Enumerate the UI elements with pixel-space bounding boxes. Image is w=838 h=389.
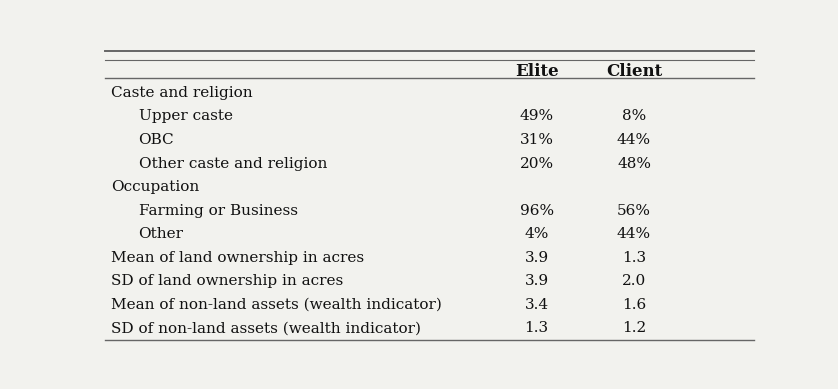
Text: 20%: 20% (520, 156, 554, 170)
Text: SD of non-land assets (wealth indicator): SD of non-land assets (wealth indicator) (111, 321, 422, 335)
Text: 44%: 44% (617, 227, 651, 241)
Text: 1.2: 1.2 (622, 321, 646, 335)
Text: 3.9: 3.9 (525, 251, 549, 265)
Text: 1.6: 1.6 (622, 298, 646, 312)
Text: 56%: 56% (617, 204, 651, 218)
Text: Mean of land ownership in acres: Mean of land ownership in acres (111, 251, 365, 265)
Text: 31%: 31% (520, 133, 554, 147)
Text: 44%: 44% (617, 133, 651, 147)
Text: Upper caste: Upper caste (138, 109, 232, 123)
Text: Caste and religion: Caste and religion (111, 86, 253, 100)
Text: 1.3: 1.3 (525, 321, 549, 335)
Text: 2.0: 2.0 (622, 274, 646, 288)
Text: Elite: Elite (515, 63, 558, 80)
Text: Other: Other (138, 227, 184, 241)
Text: 49%: 49% (520, 109, 554, 123)
Text: Other caste and religion: Other caste and religion (138, 156, 327, 170)
Text: Mean of non-land assets (wealth indicator): Mean of non-land assets (wealth indicato… (111, 298, 442, 312)
Text: 3.4: 3.4 (525, 298, 549, 312)
Text: 48%: 48% (617, 156, 651, 170)
Text: OBC: OBC (138, 133, 174, 147)
Text: 3.9: 3.9 (525, 274, 549, 288)
Text: Occupation: Occupation (111, 180, 199, 194)
Text: 96%: 96% (520, 204, 554, 218)
Text: 8%: 8% (622, 109, 646, 123)
Text: Client: Client (606, 63, 662, 80)
Text: 1.3: 1.3 (622, 251, 646, 265)
Text: SD of land ownership in acres: SD of land ownership in acres (111, 274, 344, 288)
Text: Farming or Business: Farming or Business (138, 204, 297, 218)
Text: 4%: 4% (525, 227, 549, 241)
